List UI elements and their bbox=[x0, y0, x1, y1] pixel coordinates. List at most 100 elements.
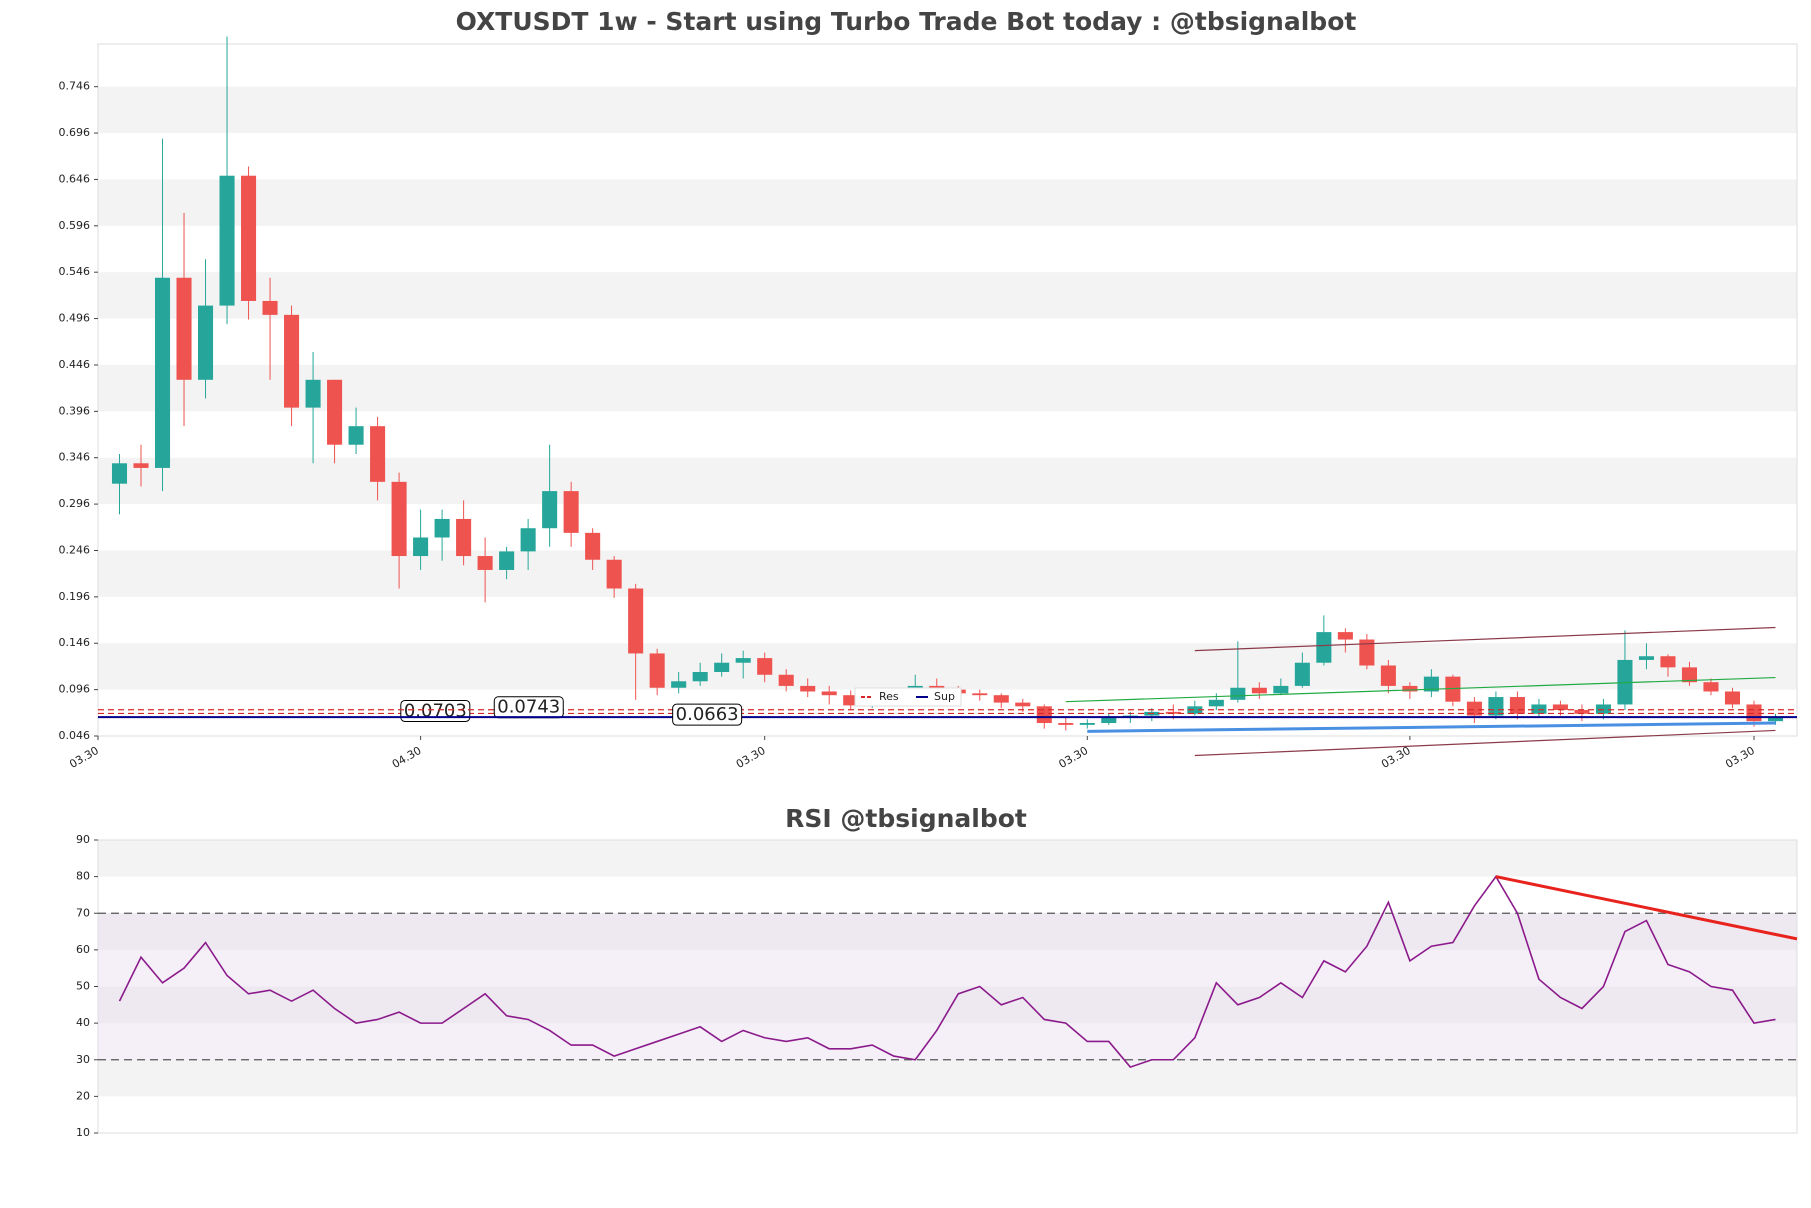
chart-title: OXTUSDT 1w - Start using Turbo Trade Bot… bbox=[456, 7, 1357, 36]
y-tick-label: 0.496 bbox=[59, 312, 91, 325]
candle-body bbox=[1445, 676, 1461, 702]
candle-body bbox=[714, 662, 730, 672]
grid-band bbox=[98, 986, 1797, 1024]
x-tick-label: 04.30 bbox=[390, 744, 424, 771]
candle-body bbox=[821, 691, 837, 696]
grid-band bbox=[98, 840, 1797, 877]
trend-line bbox=[1065, 676, 1776, 703]
y-tick-label: 70 bbox=[76, 906, 90, 919]
candle-body bbox=[1638, 656, 1654, 660]
candle-body bbox=[327, 379, 343, 445]
candle-body bbox=[1724, 691, 1741, 705]
candle-body bbox=[305, 379, 321, 408]
trend-line bbox=[1087, 721, 1776, 733]
candle-body bbox=[1531, 704, 1547, 714]
candle-body bbox=[800, 685, 816, 692]
grid-band bbox=[98, 272, 1797, 319]
candle-body bbox=[671, 681, 687, 688]
y-tick-label: 0.396 bbox=[59, 404, 91, 417]
candle-body bbox=[1165, 711, 1181, 714]
candle-body bbox=[1230, 687, 1246, 700]
trend-line bbox=[1495, 875, 1798, 941]
candle-body bbox=[198, 305, 214, 380]
candle-body bbox=[757, 658, 773, 675]
y-tick-label: 0.746 bbox=[59, 80, 91, 93]
candle-body bbox=[1660, 656, 1676, 668]
grid-band bbox=[98, 1059, 1797, 1097]
x-tick-label: 03.30 bbox=[67, 744, 101, 771]
y-tick-label: 60 bbox=[76, 943, 90, 956]
candle-body bbox=[1767, 717, 1784, 722]
y-tick-label: 0.646 bbox=[59, 172, 91, 185]
candle-body bbox=[1509, 697, 1525, 714]
y-tick-label: 0.246 bbox=[59, 543, 91, 556]
y-tick-label: 10 bbox=[76, 1126, 90, 1139]
y-tick-label: 0.596 bbox=[59, 219, 91, 232]
rsi-title: RSI @tbsignalbot bbox=[785, 804, 1027, 833]
candle-body bbox=[1251, 687, 1267, 694]
candle-body bbox=[1466, 701, 1482, 716]
level-label-box bbox=[672, 703, 743, 726]
y-tick-label: 0.546 bbox=[59, 265, 91, 278]
grid-band bbox=[98, 643, 1797, 690]
candle-body bbox=[520, 528, 536, 552]
candle-body bbox=[1402, 685, 1418, 692]
level-label: 0.0743 bbox=[497, 697, 560, 718]
y-tick-label: 0.446 bbox=[59, 358, 91, 371]
y-tick-label: 0.696 bbox=[59, 126, 91, 139]
candle-body bbox=[1058, 723, 1074, 725]
candle-body bbox=[606, 559, 622, 589]
candle-body bbox=[1273, 685, 1289, 694]
candle-body bbox=[456, 518, 472, 557]
y-tick-label: 0.146 bbox=[59, 636, 91, 649]
level-label: 0.0703 bbox=[404, 700, 467, 721]
candle-body bbox=[1574, 710, 1590, 714]
candle-body bbox=[133, 463, 149, 468]
candle-body bbox=[843, 695, 859, 706]
legend-label: Sup bbox=[934, 690, 955, 703]
candle-body bbox=[1187, 706, 1203, 714]
candle-body bbox=[1595, 704, 1611, 714]
candle-body bbox=[692, 671, 708, 682]
candle-body bbox=[413, 537, 429, 557]
trend-line bbox=[1194, 729, 1776, 757]
legend-label: Res bbox=[879, 690, 899, 703]
candle-body bbox=[778, 674, 794, 686]
candle-body bbox=[391, 481, 407, 557]
y-tick-label: 0.046 bbox=[59, 729, 91, 742]
trend-line bbox=[1194, 626, 1776, 652]
candle-body bbox=[1681, 667, 1697, 683]
level-label: 0.0663 bbox=[676, 704, 739, 725]
candle-body bbox=[111, 463, 128, 484]
rsi-band bbox=[98, 913, 1797, 1060]
grid-band bbox=[98, 86, 1797, 134]
y-tick-label: 40 bbox=[76, 1016, 90, 1029]
candle-body bbox=[563, 491, 579, 533]
x-tick-label: 03.30 bbox=[1723, 744, 1757, 771]
candle-body bbox=[284, 314, 300, 408]
candle-body bbox=[1036, 706, 1052, 724]
candle-body bbox=[1079, 723, 1095, 725]
candle-body bbox=[241, 175, 257, 301]
candle-body bbox=[499, 551, 515, 570]
candle-body bbox=[348, 426, 364, 445]
candle-body bbox=[434, 518, 450, 538]
candle-body bbox=[176, 277, 192, 380]
candle-body bbox=[542, 491, 558, 529]
candle-body bbox=[649, 653, 665, 688]
y-tick-label: 0.296 bbox=[59, 497, 91, 510]
x-tick-label: 03.30 bbox=[1379, 744, 1413, 771]
grid-band bbox=[98, 913, 1797, 950]
candle-body bbox=[1552, 704, 1568, 711]
rsi-line bbox=[118, 875, 1776, 1069]
x-tick-label: 03.30 bbox=[734, 744, 768, 771]
y-tick-label: 0.196 bbox=[59, 590, 91, 603]
y-tick-label: 0.346 bbox=[59, 451, 91, 464]
candle-body bbox=[1294, 662, 1310, 686]
candle-body bbox=[1746, 704, 1762, 722]
y-tick-label: 0.096 bbox=[59, 683, 91, 696]
candle-body bbox=[1015, 702, 1031, 707]
candle-body bbox=[628, 588, 644, 654]
legend-box bbox=[854, 687, 962, 707]
